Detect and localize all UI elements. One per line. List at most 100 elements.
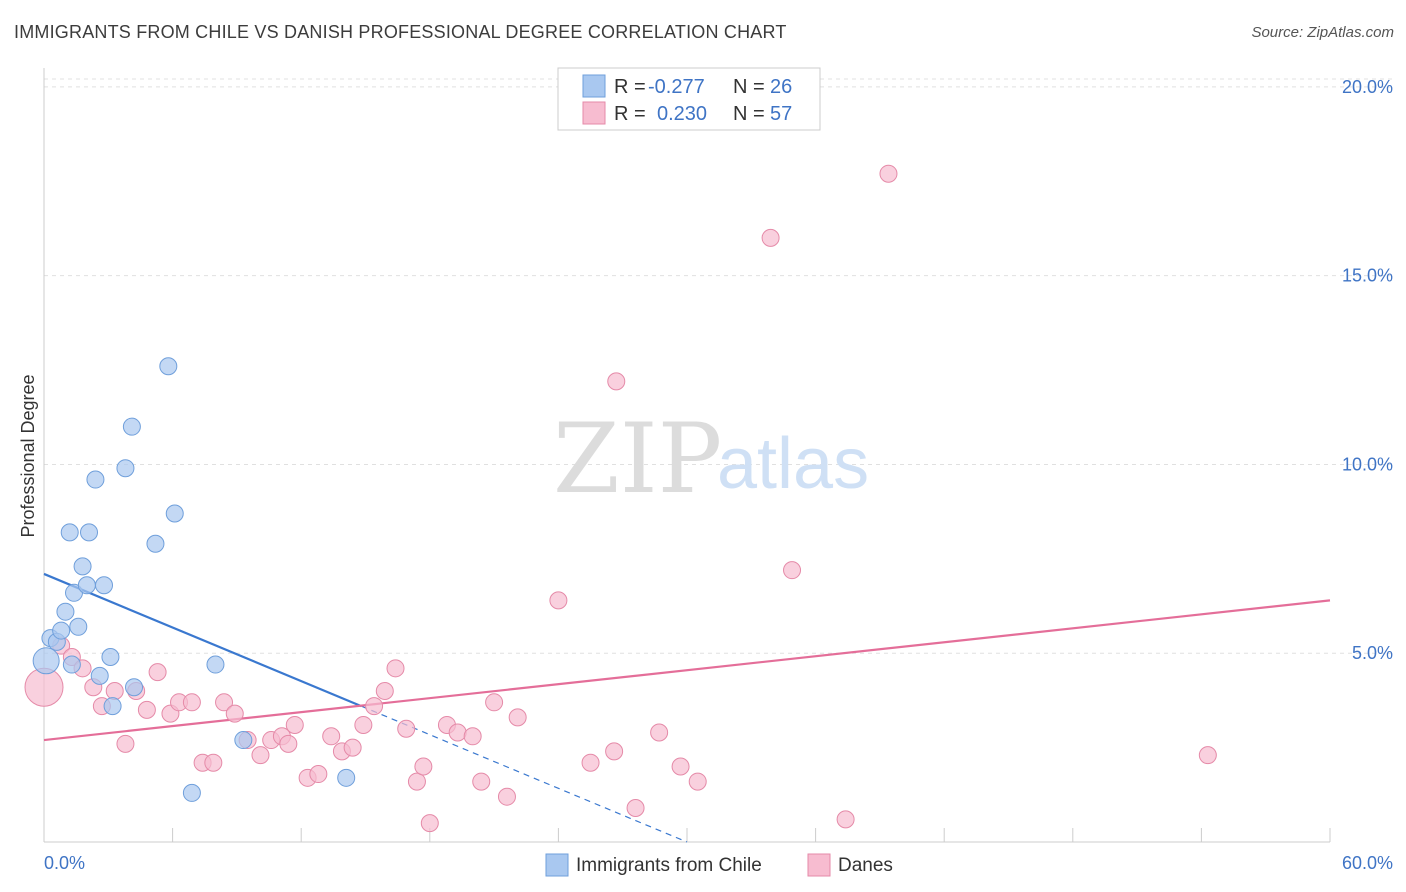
chile-point: [95, 576, 114, 595]
danes-point: [397, 719, 416, 738]
chile-point: [73, 557, 92, 576]
bottom-legend: Immigrants from Chile Danes: [545, 853, 893, 877]
legend-n-label-danes: N =: [733, 103, 765, 125]
danes-point: [581, 753, 600, 772]
chile-point: [165, 504, 184, 523]
watermark-atlas: atlas: [717, 424, 869, 504]
danes-point: [463, 727, 482, 746]
danes-point: [448, 723, 467, 742]
danes-point: [375, 681, 394, 700]
source-label: Source: ZipAtlas.com: [1251, 24, 1394, 41]
legend-swatch-chile: [582, 74, 606, 98]
danes-point: [688, 772, 707, 791]
bottom-legend-swatch-chile: [545, 853, 569, 877]
danes-point: [407, 772, 426, 791]
danes-point: [279, 734, 298, 753]
bottom-legend-label-danes: Danes: [838, 855, 893, 876]
bottom-legend-label-chile: Immigrants from Chile: [576, 855, 762, 876]
chile-point: [32, 647, 60, 675]
danes-point: [322, 727, 341, 746]
legend-n-value-chile: 26: [770, 76, 792, 98]
trend-lines: [43, 572, 1331, 843]
danes-point: [605, 742, 624, 761]
trend-line-danes: [43, 599, 1331, 742]
legend-r-label-danes: R =: [614, 103, 646, 125]
danes-point: [607, 372, 626, 391]
danes-point: [472, 772, 491, 791]
chile-point: [122, 417, 141, 436]
danes-point: [836, 810, 855, 829]
danes-point: [148, 663, 167, 682]
danes-point: [508, 708, 527, 727]
legend-r-value-chile: -0.277: [648, 76, 705, 98]
bottom-legend-swatch-danes: [807, 853, 831, 877]
chile-point: [86, 470, 105, 489]
danes-point: [354, 715, 373, 734]
danes-point: [671, 757, 690, 776]
danes-point: [116, 734, 135, 753]
chile-point: [77, 576, 96, 595]
y-tick-label: 20.0%: [1342, 77, 1393, 97]
chile-point: [182, 783, 201, 802]
chile-point: [337, 768, 356, 787]
legend-r-label-chile: R =: [614, 76, 646, 98]
watermark-zip: ZIP: [553, 403, 722, 515]
danes-point: [137, 700, 156, 719]
y-tick-label: 5.0%: [1352, 643, 1393, 663]
danes-point: [549, 591, 568, 610]
trend-line-chile: [43, 572, 362, 708]
danes-point: [251, 746, 270, 765]
gridlines: [44, 78, 1393, 654]
danes-point: [215, 693, 234, 712]
danes-point: [204, 753, 223, 772]
danes-point: [485, 693, 504, 712]
chile-point: [62, 655, 81, 674]
chile-point: [80, 523, 99, 542]
legend-box: R = -0.277 N = 26 R = 0.230 N = 57: [557, 67, 821, 131]
y-tick-label: 10.0%: [1342, 454, 1393, 474]
chile-point: [125, 678, 144, 697]
y-axis-label: Professional Degree: [18, 374, 38, 537]
danes-point: [1198, 746, 1217, 765]
danes-point: [497, 787, 516, 806]
chile-point: [52, 621, 71, 640]
danes-point: [343, 738, 362, 757]
legend-swatch-danes: [582, 101, 606, 125]
danes-point: [365, 697, 384, 716]
chile-point: [116, 459, 135, 478]
chile-point: [146, 534, 165, 553]
danes-point: [761, 228, 780, 247]
danes-point: [420, 814, 439, 833]
danes-point: [414, 757, 433, 776]
danes-point: [783, 561, 802, 580]
x-tick-label-max: 60.0%: [1342, 853, 1393, 873]
y-tick-label: 15.0%: [1342, 266, 1393, 286]
trend-line-extension-chile: [360, 705, 688, 843]
series-points: [24, 164, 1217, 833]
danes-point: [650, 723, 669, 742]
x-tick-label-min: 0.0%: [44, 853, 85, 873]
danes-point: [225, 704, 244, 723]
danes-point: [879, 164, 898, 183]
danes-point: [105, 681, 124, 700]
chile-point: [159, 357, 178, 376]
chile-point: [206, 655, 225, 674]
danes-point: [182, 693, 201, 712]
legend-n-value-danes: 57: [770, 103, 792, 125]
x-ticks: [43, 828, 1331, 842]
chile-point: [60, 523, 79, 542]
chile-point: [90, 666, 109, 685]
danes-point: [309, 765, 328, 784]
chile-point: [101, 647, 120, 666]
legend-n-label-chile: N =: [733, 76, 765, 98]
danes-point: [626, 799, 645, 818]
danes-point: [386, 659, 405, 678]
chile-point: [103, 697, 122, 716]
danes-point: [285, 715, 304, 734]
y-tick-labels: 5.0% 10.0% 15.0% 20.0%: [1342, 77, 1393, 663]
chile-point: [234, 731, 253, 750]
chile-point: [69, 617, 88, 636]
chart-title: IMMIGRANTS FROM CHILE VS DANISH PROFESSI…: [14, 22, 787, 42]
legend-r-value-danes: 0.230: [657, 103, 707, 125]
